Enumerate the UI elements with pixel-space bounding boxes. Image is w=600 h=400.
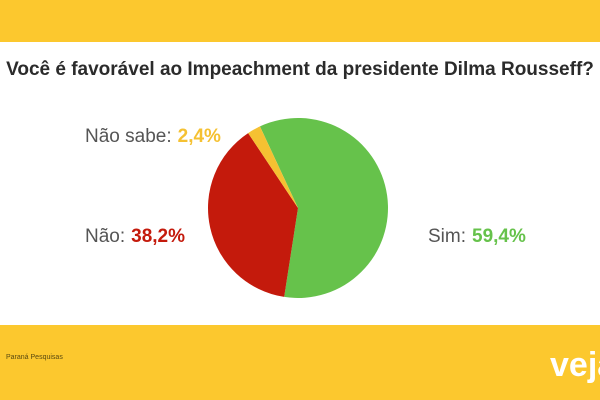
- category-label: Não sabe:: [85, 126, 172, 147]
- value-label: 38,2%: [131, 226, 185, 247]
- pie-slice: [207, 133, 298, 297]
- source: Paraná Pesquisas: [6, 354, 63, 361]
- category-label: Sim:: [428, 226, 466, 247]
- pie-slice: [248, 126, 298, 208]
- value-label: 2,4%: [178, 126, 221, 147]
- value-label: 59,4%: [472, 226, 526, 247]
- pie-slice: [259, 118, 388, 298]
- chart-title: Você é favorável ao Impeachment da presi…: [6, 59, 594, 80]
- slice-label: Não: 38,2%: [85, 226, 185, 247]
- category-label: Não:: [85, 226, 125, 247]
- slice-label: Sim: 59,4%: [428, 226, 526, 247]
- slice-label: Não sabe: 2,4%: [85, 126, 221, 147]
- logo: veja: [550, 346, 600, 384]
